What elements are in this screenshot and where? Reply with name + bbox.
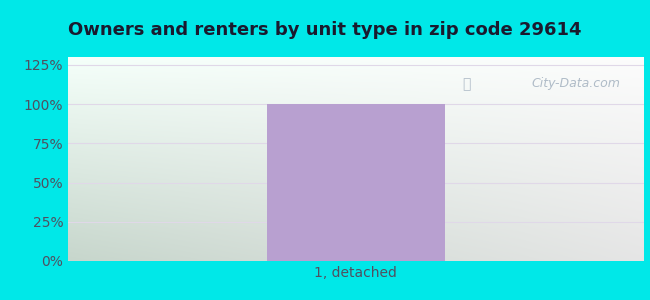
Text: Owners and renters by unit type in zip code 29614: Owners and renters by unit type in zip c… — [68, 21, 582, 39]
Text: City-Data.com: City-Data.com — [532, 77, 621, 90]
Text: ⓘ: ⓘ — [462, 77, 471, 92]
Bar — [266, 104, 445, 261]
